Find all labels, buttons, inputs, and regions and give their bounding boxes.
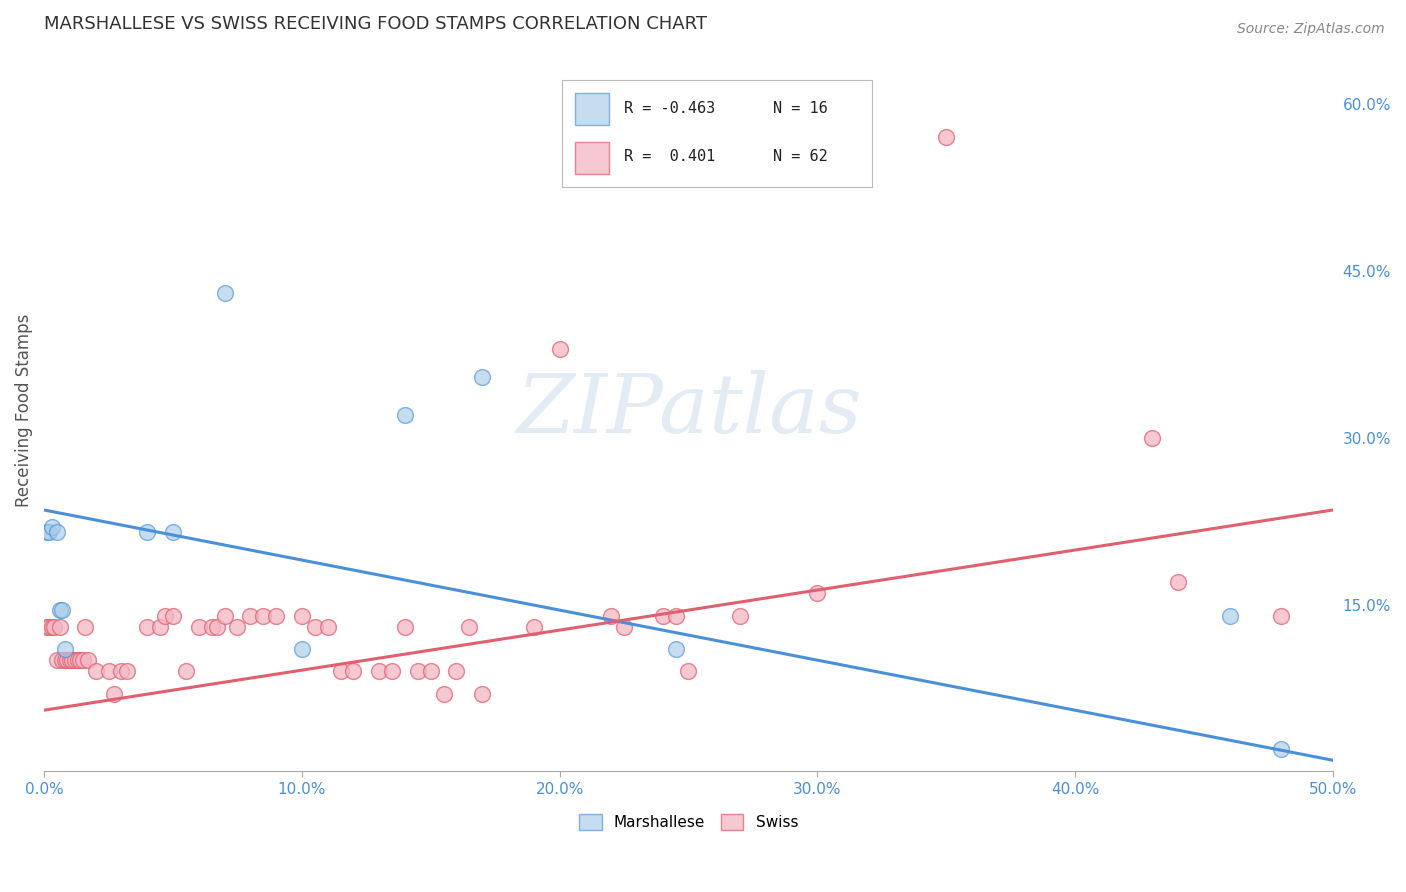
- Point: [35, 525, 58, 540]
- Point: [66, 653, 89, 667]
- Point: [1167, 575, 1189, 590]
- Point: [342, 665, 364, 679]
- Point: [162, 525, 184, 540]
- Point: [59, 653, 82, 667]
- Point: [149, 620, 172, 634]
- Point: [419, 665, 441, 679]
- Point: [651, 608, 673, 623]
- Point: [381, 665, 404, 679]
- Point: [291, 608, 314, 623]
- Text: ZIPatlas: ZIPatlas: [516, 370, 862, 450]
- Point: [110, 665, 132, 679]
- Point: [38, 525, 60, 540]
- Point: [446, 665, 468, 679]
- Point: [51, 603, 73, 617]
- Point: [136, 525, 159, 540]
- Point: [678, 665, 700, 679]
- Point: [187, 620, 209, 634]
- Point: [77, 653, 100, 667]
- Point: [214, 608, 236, 623]
- Point: [48, 620, 70, 634]
- Point: [1270, 742, 1292, 756]
- Point: [63, 653, 86, 667]
- Point: [53, 642, 76, 657]
- Text: Source: ZipAtlas.com: Source: ZipAtlas.com: [1237, 22, 1385, 37]
- Point: [471, 686, 494, 700]
- Point: [48, 603, 70, 617]
- Point: [406, 665, 429, 679]
- Point: [935, 130, 957, 145]
- Point: [329, 665, 352, 679]
- FancyBboxPatch shape: [575, 93, 609, 125]
- Point: [600, 608, 623, 623]
- Point: [56, 653, 79, 667]
- Point: [239, 608, 262, 623]
- Point: [35, 620, 58, 634]
- Point: [1270, 608, 1292, 623]
- Point: [155, 608, 177, 623]
- Point: [368, 665, 391, 679]
- Point: [523, 620, 546, 634]
- Point: [201, 620, 224, 634]
- Point: [174, 665, 197, 679]
- Text: N = 16: N = 16: [773, 101, 828, 116]
- Point: [72, 653, 94, 667]
- Point: [162, 608, 184, 623]
- Point: [115, 665, 138, 679]
- Point: [103, 686, 125, 700]
- Point: [84, 665, 107, 679]
- Point: [75, 620, 97, 634]
- Point: [548, 342, 571, 356]
- Point: [136, 620, 159, 634]
- Point: [664, 642, 686, 657]
- Point: [38, 620, 60, 634]
- Text: R = -0.463: R = -0.463: [624, 101, 716, 116]
- Point: [41, 620, 63, 634]
- Point: [97, 665, 120, 679]
- Point: [1219, 608, 1241, 623]
- Text: N = 62: N = 62: [773, 149, 828, 164]
- Point: [1142, 431, 1164, 445]
- Point: [205, 620, 228, 634]
- Point: [394, 409, 416, 423]
- Point: [304, 620, 326, 634]
- Point: [264, 608, 287, 623]
- Point: [62, 653, 84, 667]
- Point: [664, 608, 686, 623]
- Point: [41, 519, 63, 533]
- Legend: Marshallese, Swiss: Marshallese, Swiss: [572, 808, 804, 836]
- Point: [458, 620, 481, 634]
- Point: [394, 620, 416, 634]
- Text: R =  0.401: R = 0.401: [624, 149, 716, 164]
- Point: [44, 620, 66, 634]
- Point: [316, 620, 339, 634]
- Point: [46, 653, 69, 667]
- Point: [53, 653, 76, 667]
- Point: [69, 653, 91, 667]
- Point: [613, 620, 636, 634]
- Point: [728, 608, 751, 623]
- Text: MARSHALLESE VS SWISS RECEIVING FOOD STAMPS CORRELATION CHART: MARSHALLESE VS SWISS RECEIVING FOOD STAM…: [44, 15, 707, 33]
- Y-axis label: Receiving Food Stamps: Receiving Food Stamps: [15, 313, 32, 507]
- Point: [51, 653, 73, 667]
- Point: [806, 586, 828, 600]
- Point: [252, 608, 274, 623]
- Point: [214, 286, 236, 301]
- FancyBboxPatch shape: [575, 143, 609, 175]
- Point: [471, 369, 494, 384]
- Point: [226, 620, 249, 634]
- Point: [433, 686, 456, 700]
- Point: [291, 642, 314, 657]
- Point: [46, 525, 69, 540]
